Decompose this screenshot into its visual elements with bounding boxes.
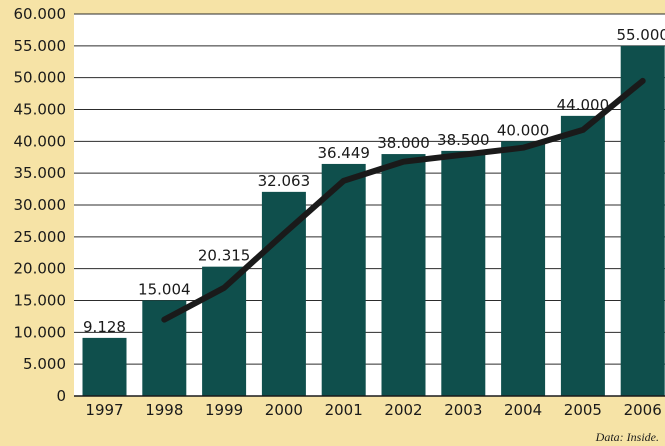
bar [82,337,127,396]
y-tick-label: 0 [56,387,66,405]
bar [501,141,546,396]
data-label: 15.004 [138,280,191,298]
bar [261,191,306,396]
data-label: 36.449 [317,144,370,162]
y-tick-label: 15.000 [14,292,67,310]
bar [321,163,366,396]
bar-chart: 0 5.000 10.000 15.000 20.000 25.000 30.000 35.0… [14,5,665,419]
y-tick-label: 40.000 [14,132,67,150]
data-label: 40.000 [497,121,550,139]
x-tick-label: 2001 [325,401,363,419]
data-label: 44.000 [557,96,610,114]
y-tick-label: 30.000 [14,196,67,214]
trend-line [161,77,646,323]
data-label: 55.000 [616,26,665,44]
y-tick-label: 50.000 [14,69,67,87]
x-tick-label: 1999 [205,401,243,419]
x-tick-label: 2002 [384,401,422,419]
x-tick-label: 2004 [504,401,542,419]
bar [441,150,486,396]
data-label: 32.063 [258,172,311,190]
y-tick-label: 10.000 [14,323,67,341]
bar [381,154,426,396]
data-label: 9.128 [83,318,126,336]
x-tick-label: 2003 [444,401,482,419]
y-tick-label: 5.000 [23,355,66,373]
bar [560,115,605,396]
data-label: 38.000 [377,134,430,152]
y-tick-label: 20.000 [14,260,67,278]
bar [620,45,665,396]
source-note: Data: Inside. [595,430,659,444]
x-tick-label: 2005 [564,401,602,419]
y-tick-label: 25.000 [14,228,67,246]
data-label: 38.500 [437,131,490,149]
x-tick-label: 2006 [624,401,662,419]
x-tick-label: 2000 [265,401,303,419]
y-tick-label: 55.000 [14,37,67,55]
x-tick-label: 1998 [145,401,183,419]
y-tick-label: 60.000 [14,5,67,23]
x-tick-label: 1997 [85,401,123,419]
y-tick-label: 45.000 [14,101,67,119]
y-tick-label: 35.000 [14,164,67,182]
data-label: 20.315 [198,247,251,265]
